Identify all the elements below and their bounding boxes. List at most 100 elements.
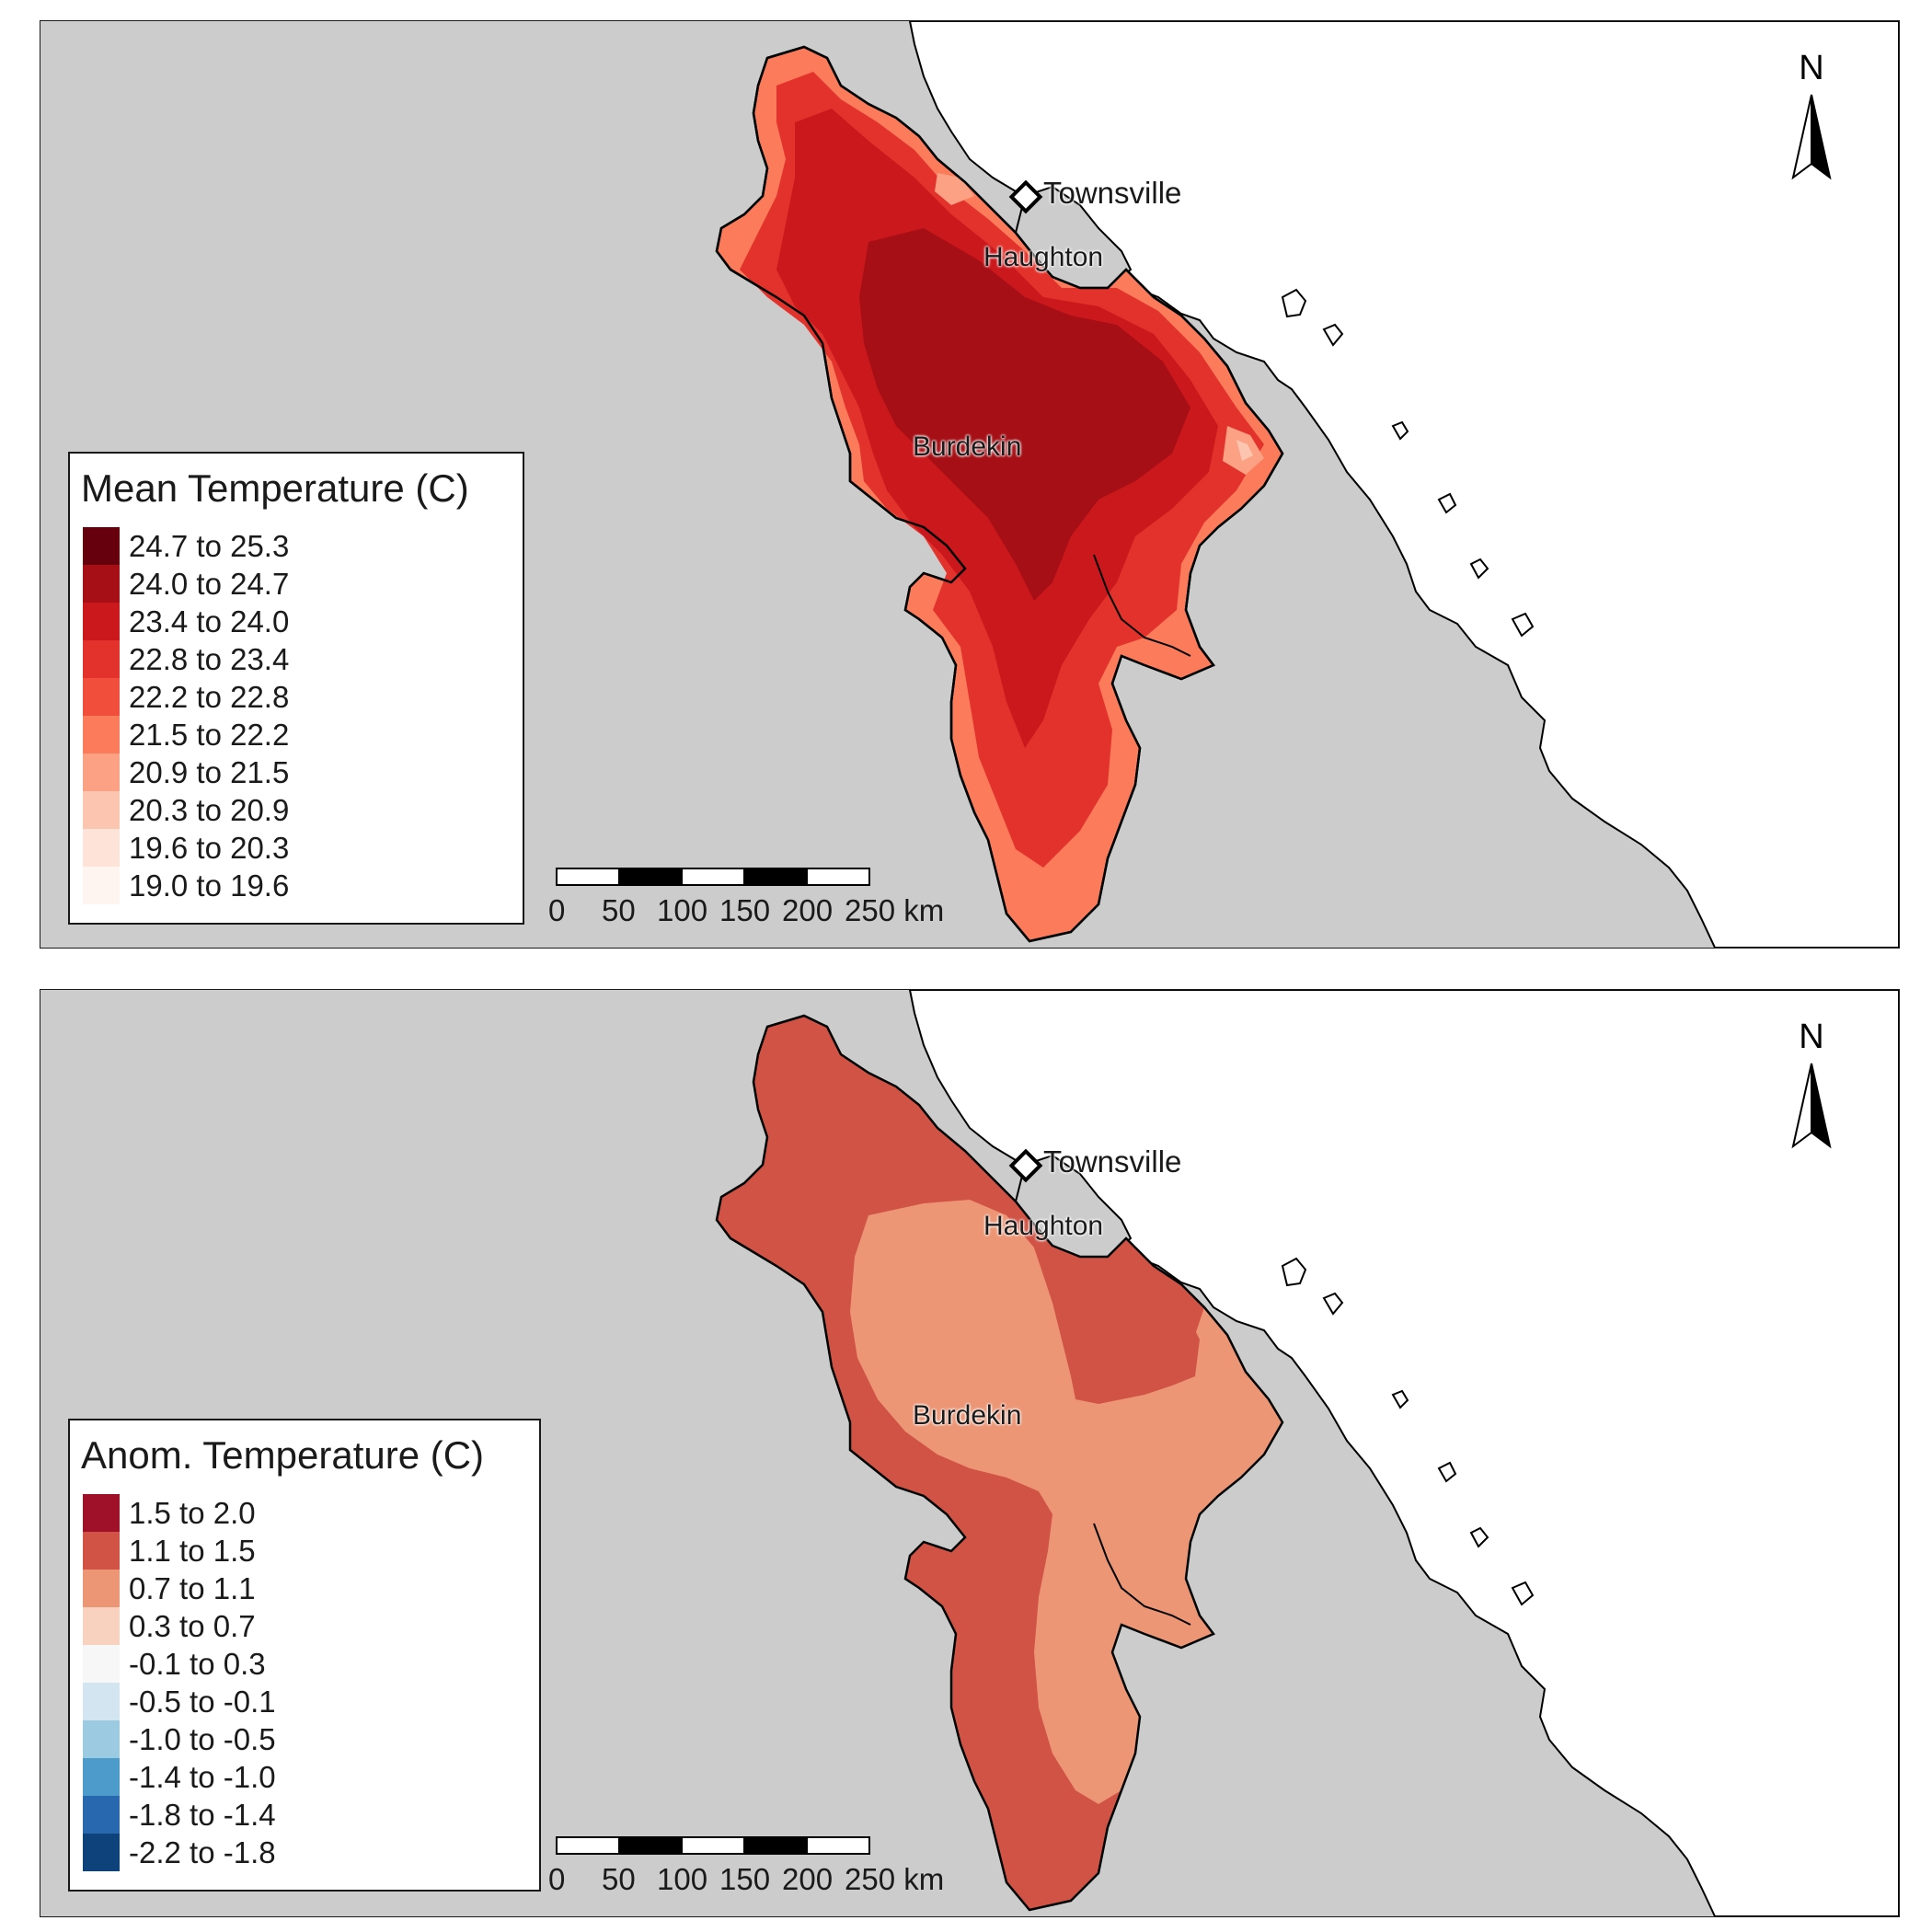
- legend-item: 0.7 to 1.1: [83, 1570, 506, 1607]
- anomaly-temperature-map-panel: N Townsville Haughton Burdekin Anom. Tem…: [40, 989, 1900, 1917]
- legend-item-label: 23.4 to 24.0: [129, 604, 290, 638]
- scale-tick-label: 0: [548, 1862, 566, 1896]
- mean-temperature-legend: Mean Temperature (C) 24.7 to 25.3 24.0 to…: [68, 452, 524, 925]
- legend-swatch: [83, 753, 120, 791]
- islands: [1281, 1257, 1535, 1606]
- legend-swatch: [83, 1645, 120, 1683]
- legend-item: 22.8 to 23.4: [83, 640, 506, 678]
- legend-item: -0.1 to 0.3: [83, 1645, 506, 1683]
- legend-swatch: [83, 527, 120, 565]
- scale-segment: [806, 868, 870, 886]
- north-indicator: N: [1779, 49, 1844, 214]
- burdekin-catchment: [715, 1014, 1284, 1912]
- scale-tick-label: 100: [657, 893, 708, 927]
- legend-swatch: [83, 1683, 120, 1720]
- north-label: N: [1799, 49, 1824, 87]
- scale-segment: [743, 1836, 808, 1855]
- haughton-label: Haughton: [983, 242, 1104, 272]
- burdekin-label: Burdekin: [913, 1400, 1022, 1431]
- scale-tick-label: 100: [657, 1862, 708, 1896]
- legend-item: 19.6 to 20.3: [83, 829, 506, 867]
- scale-tick-label: 0: [548, 893, 566, 927]
- legend-swatch: [83, 716, 120, 753]
- haughton-label: Haughton: [983, 1211, 1104, 1241]
- islands: [1281, 288, 1535, 638]
- legend-item-label: 24.7 to 25.3: [129, 529, 290, 563]
- legend-item: 1.1 to 1.5: [83, 1532, 506, 1570]
- legend-item-label: -0.1 to 0.3: [129, 1647, 266, 1681]
- scale-tick-label: 50: [602, 893, 636, 927]
- legend-swatch: [83, 1720, 120, 1758]
- scale-bar: 0 50 100 150 200 250 km: [548, 1836, 945, 1910]
- legend-item-label: -2.2 to -1.8: [129, 1835, 276, 1869]
- north-arrow-icon: [1791, 94, 1832, 180]
- townsville-label: Townsville: [1043, 176, 1182, 210]
- scale-tick-label: 200: [782, 1862, 834, 1896]
- legend-swatch: [83, 829, 120, 867]
- legend-swatch: [83, 1570, 120, 1607]
- scale-segment: [681, 868, 745, 886]
- legend-item: 0.3 to 0.7: [83, 1607, 506, 1645]
- burdekin-catchment: [715, 45, 1284, 943]
- legend-item-label: 0.7 to 1.1: [129, 1571, 256, 1605]
- scale-segment: [743, 868, 808, 886]
- legend-swatch: [83, 1796, 120, 1834]
- legend-item-label: 20.3 to 20.9: [129, 793, 290, 827]
- anomaly-temperature-legend: Anom. Temperature (C) 1.5 to 2.0 1.1 to 1…: [68, 1419, 541, 1892]
- legend-item-label: 1.5 to 2.0: [129, 1496, 256, 1530]
- scale-segment: [618, 1836, 683, 1855]
- legend-swatch: [83, 603, 120, 640]
- legend-swatch: [83, 867, 120, 904]
- legend-item-label: 21.5 to 22.2: [129, 718, 290, 752]
- scale-tick-label: 250 km: [845, 1862, 945, 1896]
- legend-item: 20.3 to 20.9: [83, 791, 506, 829]
- scale-segment: [556, 868, 620, 886]
- legend-item-label: 19.6 to 20.3: [129, 831, 290, 865]
- legend-item-label: 0.3 to 0.7: [129, 1609, 256, 1643]
- townsville-marker: [1008, 1148, 1043, 1183]
- legend-swatch: [83, 565, 120, 603]
- scale-segment: [618, 868, 683, 886]
- legend-item-label: -1.8 to -1.4: [129, 1798, 276, 1832]
- burdekin-label: Burdekin: [913, 431, 1022, 462]
- legend-item: 21.5 to 22.2: [83, 716, 506, 753]
- scale-tick-label: 150: [719, 893, 771, 927]
- legend-item: 1.5 to 2.0: [83, 1494, 506, 1532]
- mean-temperature-map: [715, 21, 1899, 948]
- anomaly-temperature-map: [715, 990, 1899, 1916]
- legend-swatch: [83, 791, 120, 829]
- townsville-marker: [1008, 179, 1043, 214]
- legend-item: 24.7 to 25.3: [83, 527, 506, 565]
- legend-item: -0.5 to -0.1: [83, 1683, 506, 1720]
- legend-item: -2.2 to -1.8: [83, 1834, 506, 1871]
- legend-item: 23.4 to 24.0: [83, 603, 506, 640]
- legend-item: 20.9 to 21.5: [83, 753, 506, 791]
- scale-tick-label: 200: [782, 893, 834, 927]
- legend-item: -1.8 to -1.4: [83, 1796, 506, 1834]
- scale-tick-label: 50: [602, 1862, 636, 1896]
- scale-tick-label: 150: [719, 1862, 771, 1896]
- legend-item: 24.0 to 24.7: [83, 565, 506, 603]
- legend-item-label: 24.0 to 24.7: [129, 567, 290, 601]
- legend-item-label: 1.1 to 1.5: [129, 1534, 256, 1568]
- legend-swatch: [83, 678, 120, 716]
- scale-segment: [806, 1836, 870, 1855]
- legend-swatch: [83, 1758, 120, 1796]
- legend-item-label: -1.0 to -0.5: [129, 1722, 276, 1756]
- scale-segment: [681, 1836, 745, 1855]
- legend-swatch: [83, 640, 120, 678]
- scale-tick-label: 250 km: [845, 893, 945, 927]
- north-arrow-icon: [1791, 1063, 1832, 1149]
- north-indicator: N: [1779, 1018, 1844, 1183]
- legend-item-label: 19.0 to 19.6: [129, 868, 290, 903]
- legend-swatch: [83, 1834, 120, 1871]
- legend-item: -1.0 to -0.5: [83, 1720, 506, 1758]
- legend-title: Anom. Temperature (C): [81, 1433, 485, 1477]
- legend-item: 22.2 to 22.8: [83, 678, 506, 716]
- legend-item-label: 22.8 to 23.4: [129, 642, 290, 676]
- legend-item-label: -1.4 to -1.0: [129, 1760, 276, 1794]
- townsville-label: Townsville: [1043, 1144, 1182, 1179]
- legend-swatch: [83, 1607, 120, 1645]
- legend-swatch: [83, 1532, 120, 1570]
- legend-item-label: -0.5 to -0.1: [129, 1685, 276, 1719]
